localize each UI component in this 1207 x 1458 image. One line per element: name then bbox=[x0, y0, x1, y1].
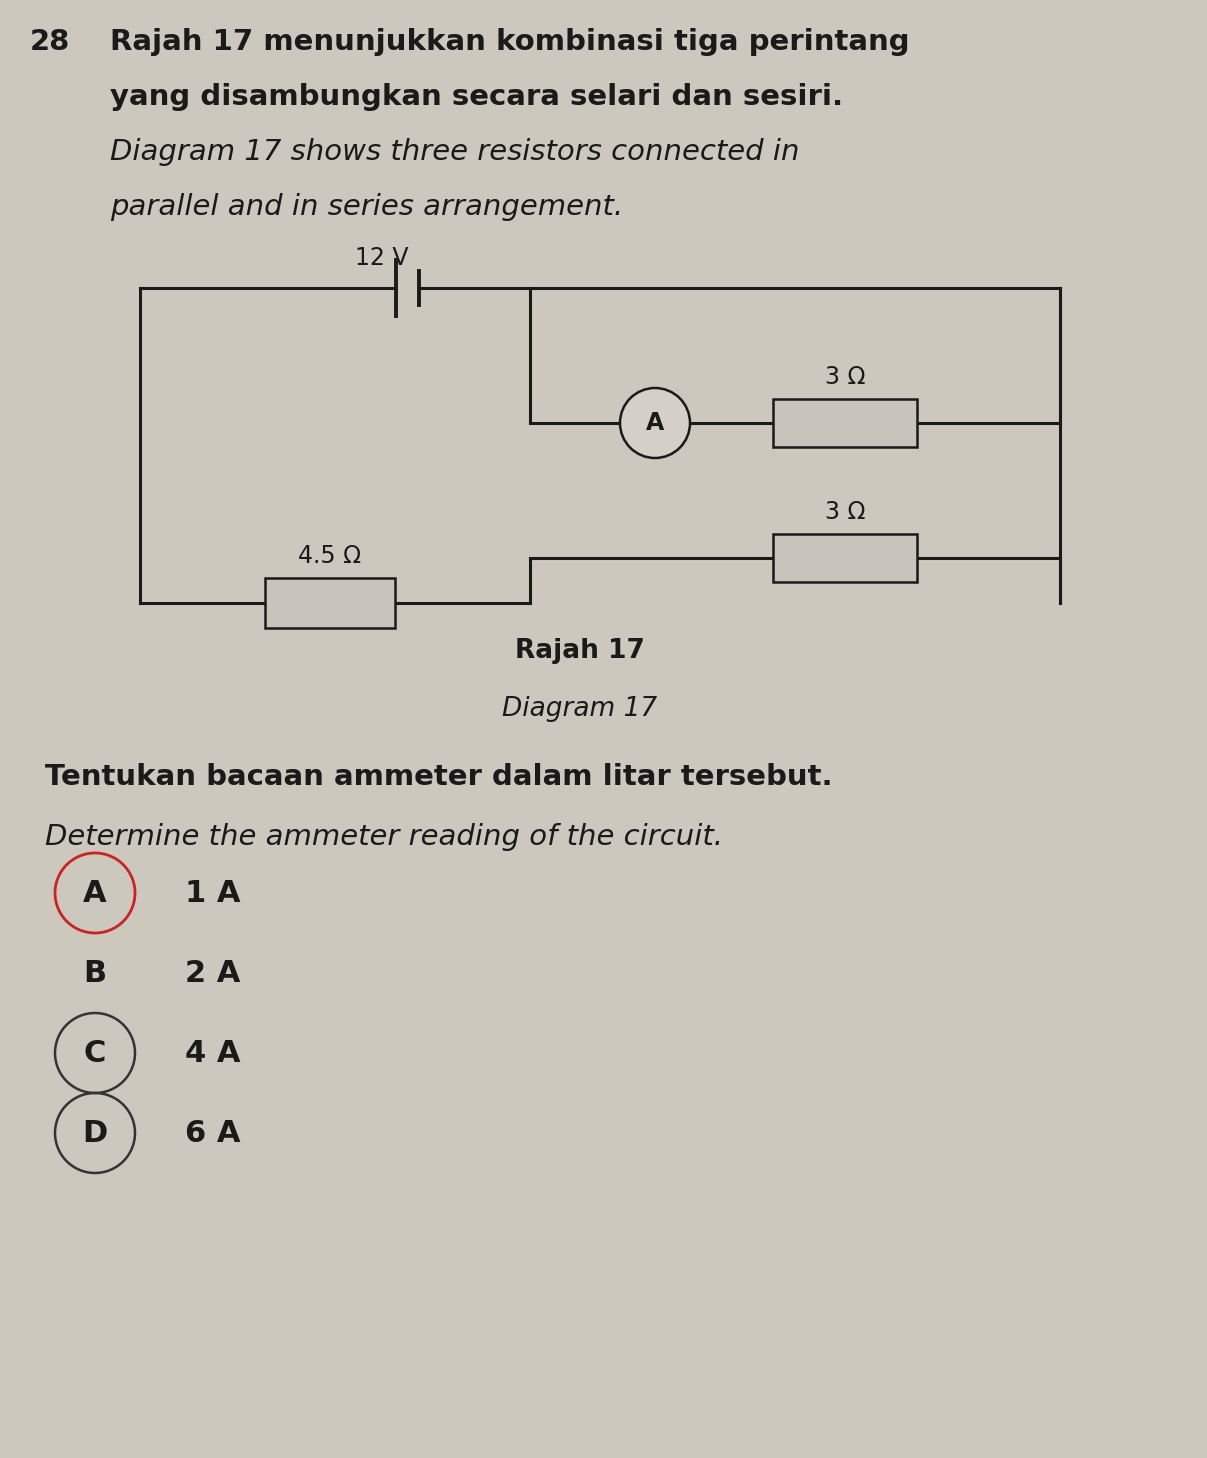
Circle shape bbox=[620, 388, 690, 458]
Text: 12 V: 12 V bbox=[355, 246, 408, 270]
Text: B: B bbox=[83, 958, 106, 987]
Text: 6 A: 6 A bbox=[185, 1118, 240, 1147]
Text: Diagram 17: Diagram 17 bbox=[502, 695, 658, 722]
Text: 28: 28 bbox=[30, 28, 70, 55]
Text: Tentukan bacaan ammeter dalam litar tersebut.: Tentukan bacaan ammeter dalam litar ters… bbox=[45, 763, 833, 792]
Text: Rajah 17 menunjukkan kombinasi tiga perintang: Rajah 17 menunjukkan kombinasi tiga peri… bbox=[110, 28, 910, 55]
Text: 4 A: 4 A bbox=[185, 1038, 240, 1067]
Text: 1 A: 1 A bbox=[185, 879, 240, 907]
FancyBboxPatch shape bbox=[772, 399, 917, 448]
Text: Diagram 17 shows three resistors connected in: Diagram 17 shows three resistors connect… bbox=[110, 139, 799, 166]
Text: Determine the ammeter reading of the circuit.: Determine the ammeter reading of the cir… bbox=[45, 822, 723, 851]
Text: 3 Ω: 3 Ω bbox=[824, 500, 865, 523]
Text: D: D bbox=[82, 1118, 107, 1147]
Text: A: A bbox=[646, 411, 664, 434]
Text: 2 A: 2 A bbox=[185, 958, 240, 987]
Text: C: C bbox=[83, 1038, 106, 1067]
Text: Rajah 17: Rajah 17 bbox=[515, 639, 645, 663]
Text: yang disambungkan secara selari dan sesiri.: yang disambungkan secara selari dan sesi… bbox=[110, 83, 844, 111]
Text: parallel and in series arrangement.: parallel and in series arrangement. bbox=[110, 192, 623, 222]
FancyBboxPatch shape bbox=[266, 577, 395, 628]
Text: A: A bbox=[83, 879, 106, 907]
FancyBboxPatch shape bbox=[772, 534, 917, 582]
Text: 3 Ω: 3 Ω bbox=[824, 364, 865, 389]
Text: 4.5 Ω: 4.5 Ω bbox=[298, 544, 362, 569]
